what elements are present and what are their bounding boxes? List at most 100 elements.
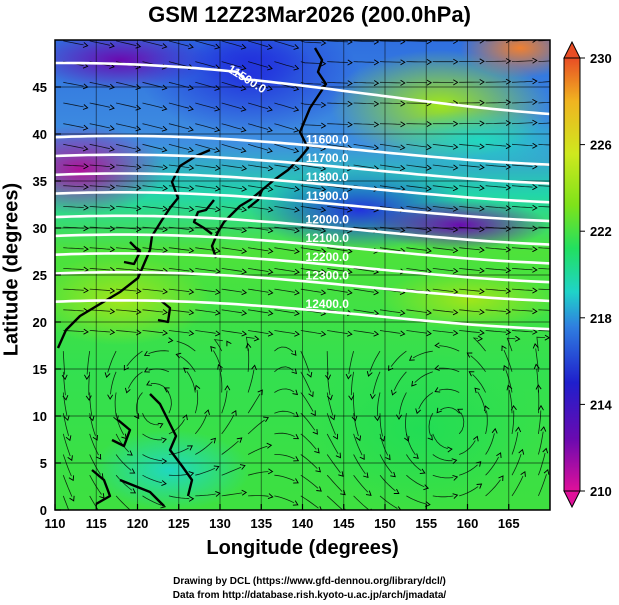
streamline: [538, 206, 550, 208]
streamline-arrowhead: [84, 374, 90, 380]
x-tick-label: 150: [374, 516, 396, 531]
streamline-arrowhead: [136, 329, 142, 336]
streamline: [511, 226, 533, 229]
streamline-arrowhead: [325, 374, 332, 381]
streamline-arrowhead: [188, 471, 195, 477]
streamline-arrowhead: [457, 408, 463, 414]
streamline-arrowhead: [267, 85, 273, 92]
streamline-arrowhead: [399, 330, 406, 337]
streamline: [485, 143, 507, 147]
plot-area: 11500.011600.011700.011800.011900.012000…: [55, 40, 564, 510]
streamline: [511, 268, 533, 271]
streamline-arrowhead: [400, 100, 406, 107]
contour-label: 12200.0: [306, 250, 350, 264]
streamline: [300, 40, 322, 44]
streamline: [168, 495, 190, 500]
streamline: [168, 419, 185, 435]
streamline-arrowhead: [88, 415, 95, 422]
x-tick-label: 120: [127, 516, 149, 531]
streamline: [511, 80, 533, 83]
streamline: [221, 123, 242, 130]
streamline: [136, 392, 143, 415]
streamline-arrowhead: [65, 435, 72, 442]
streamline-arrowhead: [503, 365, 509, 371]
streamline-arrowhead: [267, 44, 273, 50]
streamline-arrowhead: [373, 289, 380, 296]
height-contour: [55, 134, 550, 166]
streamline: [458, 412, 465, 435]
streamline-arrowhead: [188, 185, 195, 192]
streamline-arrowhead: [453, 79, 459, 86]
streamline: [213, 339, 223, 352]
streamline: [300, 268, 322, 273]
streamline-arrowhead: [267, 106, 273, 112]
streamline: [459, 164, 480, 168]
streamline-arrowhead: [92, 434, 98, 441]
streamline-arrowhead: [188, 495, 195, 502]
streamline: [379, 123, 401, 125]
streamline: [221, 492, 243, 497]
streamline: [274, 102, 295, 110]
streamline: [535, 348, 539, 372]
streamline: [379, 143, 401, 148]
streamline: [115, 454, 132, 471]
streamline: [379, 61, 401, 63]
streamline-arrowhead: [312, 429, 318, 435]
streamline: [89, 102, 110, 108]
streamline: [379, 474, 396, 492]
streamline-arrowhead: [559, 226, 563, 231]
y-tick-label: 0: [40, 503, 47, 518]
streamline-arrowhead: [532, 308, 538, 315]
streamline: [247, 393, 261, 414]
streamline-arrowhead: [109, 205, 116, 211]
streamline: [248, 330, 269, 334]
streamline-arrowhead: [505, 287, 512, 294]
streamline: [538, 288, 550, 291]
streamline: [300, 433, 317, 450]
streamline: [327, 40, 348, 43]
streamline: [195, 102, 216, 109]
streamline-arrowhead: [239, 464, 246, 470]
streamline: [379, 185, 401, 189]
streamline: [485, 247, 507, 250]
streamline-arrowhead: [294, 165, 300, 172]
streamline-arrowhead: [161, 84, 168, 91]
streamline: [459, 464, 478, 476]
streamline-arrowhead: [204, 409, 210, 416]
streamline-arrowhead: [182, 414, 188, 421]
streamline: [142, 164, 164, 168]
streamline-arrowhead: [365, 490, 372, 496]
streamline-arrowhead: [505, 184, 512, 191]
streamline-arrowhead: [215, 330, 221, 337]
streamline-arrowhead: [188, 43, 194, 50]
streamline-arrowhead: [162, 247, 168, 254]
streamline-arrowhead: [373, 100, 380, 107]
streamline-arrowhead: [161, 480, 167, 487]
streamline: [142, 185, 164, 189]
streamline: [221, 164, 243, 169]
streamline-arrowhead: [426, 185, 432, 192]
streamline-arrowhead: [124, 387, 131, 394]
streamline: [327, 61, 348, 63]
streamline-arrowhead: [109, 246, 116, 253]
streamline: [440, 407, 460, 414]
streamline: [300, 454, 318, 469]
streamline-arrowhead: [215, 309, 221, 316]
streamline: [274, 388, 295, 393]
streamline-arrowhead: [109, 225, 116, 232]
streamline: [142, 123, 163, 129]
streamline: [511, 453, 522, 476]
y-tick-label: 20: [33, 315, 47, 330]
streamline-arrowhead: [129, 468, 136, 474]
streamline: [89, 413, 96, 436]
streamline-arrowhead: [559, 78, 564, 83]
streamline-arrowhead: [391, 389, 397, 396]
streamline: [89, 81, 110, 87]
streamline: [167, 391, 172, 414]
streamline-arrowhead: [146, 380, 152, 386]
streamline: [63, 185, 84, 188]
streamline-arrowhead: [82, 83, 89, 90]
streamline: [459, 143, 480, 147]
streamline: [116, 143, 137, 150]
streamline: [406, 474, 425, 488]
